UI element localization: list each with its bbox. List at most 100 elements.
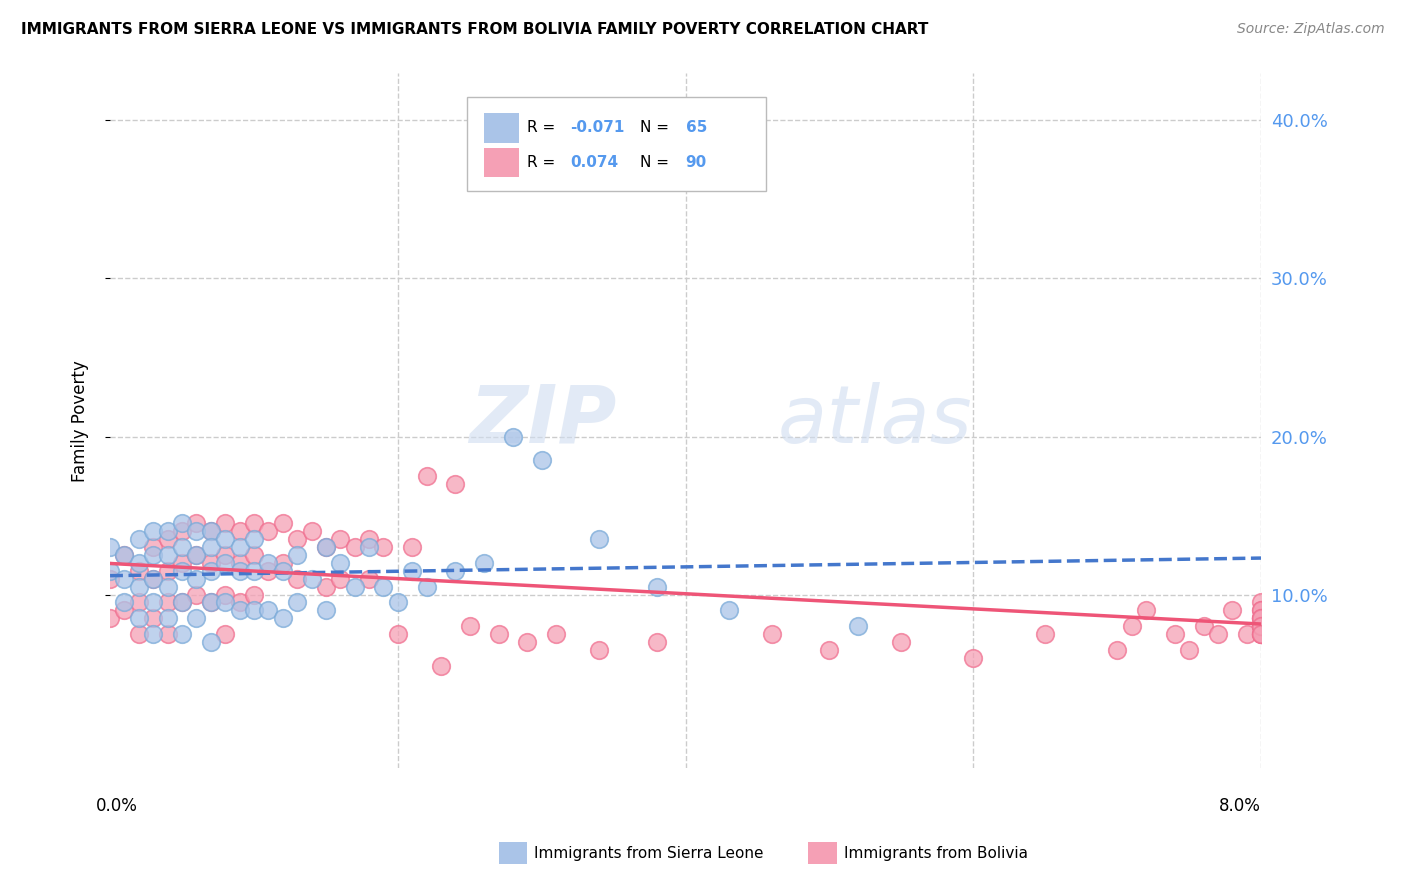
Point	[846, 619, 869, 633]
Point	[186, 611, 208, 625]
Point	[458, 619, 481, 633]
Point	[1250, 619, 1272, 633]
Text: Immigrants from Sierra Leone: Immigrants from Sierra Leone	[534, 846, 763, 861]
Point	[98, 572, 121, 586]
Point	[142, 524, 165, 539]
Point	[357, 533, 380, 547]
Point	[243, 603, 266, 617]
Point	[186, 548, 208, 562]
Point	[186, 588, 208, 602]
Point	[114, 548, 136, 562]
FancyBboxPatch shape	[467, 97, 766, 191]
Point	[142, 595, 165, 609]
Point	[1121, 619, 1143, 633]
Point	[228, 603, 250, 617]
Point	[271, 516, 294, 531]
Point	[444, 564, 467, 578]
Point	[228, 595, 250, 609]
Point	[1250, 611, 1272, 625]
Text: 0.0%: 0.0%	[96, 797, 138, 815]
Point	[186, 572, 208, 586]
Text: 8.0%: 8.0%	[1219, 797, 1261, 815]
Point	[516, 635, 538, 649]
Point	[387, 595, 409, 609]
Point	[214, 588, 236, 602]
Point	[285, 548, 308, 562]
Point	[98, 540, 121, 554]
Text: R =: R =	[527, 155, 560, 170]
Point	[315, 580, 337, 594]
Point	[444, 477, 467, 491]
Point	[315, 603, 337, 617]
Point	[200, 556, 222, 570]
Point	[200, 635, 222, 649]
Point	[373, 580, 395, 594]
Text: 65: 65	[686, 120, 707, 136]
Point	[156, 595, 179, 609]
Point	[214, 516, 236, 531]
Point	[357, 540, 380, 554]
Point	[214, 627, 236, 641]
Point	[200, 524, 222, 539]
Point	[243, 516, 266, 531]
Point	[315, 540, 337, 554]
Point	[128, 580, 150, 594]
Point	[142, 611, 165, 625]
Point	[1250, 611, 1272, 625]
Point	[243, 533, 266, 547]
Point	[243, 564, 266, 578]
Point	[962, 650, 984, 665]
Point	[142, 548, 165, 562]
Point	[257, 556, 280, 570]
Point	[156, 564, 179, 578]
Point	[156, 611, 179, 625]
Point	[214, 533, 236, 547]
Point	[200, 540, 222, 554]
Point	[401, 564, 423, 578]
Point	[1250, 619, 1272, 633]
Text: Immigrants from Bolivia: Immigrants from Bolivia	[844, 846, 1028, 861]
Text: N =: N =	[640, 155, 673, 170]
Point	[1250, 619, 1272, 633]
Point	[142, 627, 165, 641]
Point	[1220, 603, 1243, 617]
Bar	[499, 842, 527, 864]
Point	[128, 564, 150, 578]
Point	[472, 556, 495, 570]
Point	[142, 540, 165, 554]
Point	[200, 564, 222, 578]
Point	[114, 603, 136, 617]
Point	[1178, 643, 1201, 657]
Point	[142, 572, 165, 586]
Point	[285, 595, 308, 609]
Point	[645, 635, 668, 649]
Point	[1250, 627, 1272, 641]
Point	[228, 540, 250, 554]
Point	[1033, 627, 1056, 641]
Point	[200, 595, 222, 609]
Point	[329, 533, 352, 547]
Y-axis label: Family Poverty: Family Poverty	[72, 359, 89, 482]
Text: IMMIGRANTS FROM SIERRA LEONE VS IMMIGRANTS FROM BOLIVIA FAMILY POVERTY CORRELATI: IMMIGRANTS FROM SIERRA LEONE VS IMMIGRAN…	[21, 22, 928, 37]
Point	[1164, 627, 1187, 641]
Point	[488, 627, 510, 641]
Point	[228, 556, 250, 570]
Point	[200, 595, 222, 609]
Point	[315, 540, 337, 554]
Text: 0.074: 0.074	[571, 155, 619, 170]
Point	[128, 611, 150, 625]
Point	[170, 595, 193, 609]
Text: R =: R =	[527, 120, 560, 136]
Point	[430, 658, 453, 673]
Point	[301, 572, 323, 586]
Point	[1250, 603, 1272, 617]
Point	[890, 635, 912, 649]
Text: N =: N =	[640, 120, 673, 136]
Point	[373, 540, 395, 554]
Point	[214, 548, 236, 562]
Point	[271, 556, 294, 570]
Point	[271, 564, 294, 578]
Point	[285, 533, 308, 547]
Point	[186, 516, 208, 531]
Point	[271, 611, 294, 625]
